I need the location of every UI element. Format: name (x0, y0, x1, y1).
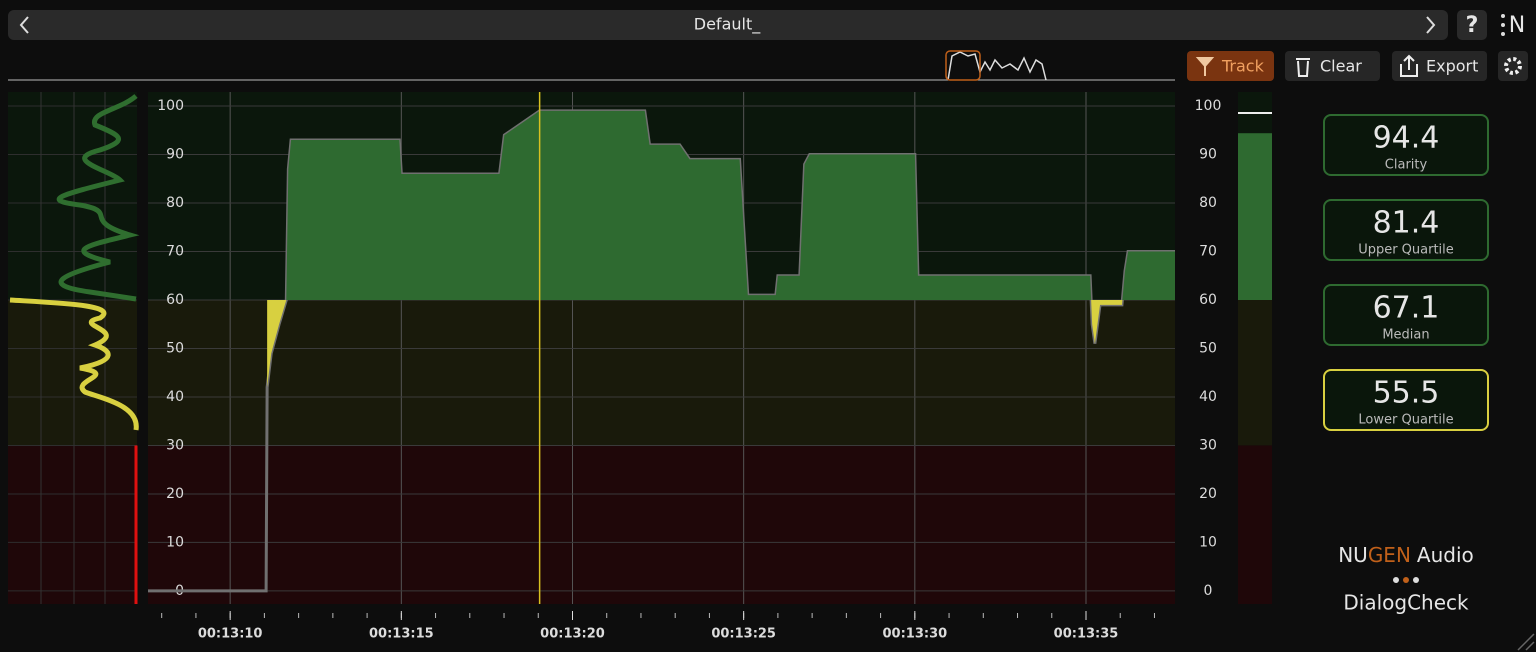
meter-tick-label: 20 (1199, 486, 1217, 502)
overview-window[interactable] (945, 50, 981, 81)
stat-box (1323, 369, 1489, 431)
zone-mid (148, 300, 1175, 446)
preset-bar[interactable] (8, 10, 1448, 40)
logo-dot (1501, 32, 1505, 36)
y-tick-label: 100 (157, 98, 184, 114)
stat-box (1323, 284, 1489, 346)
clear-label: Clear (1320, 57, 1362, 76)
x-tick-label: 00:13:15 (369, 627, 434, 642)
logo[interactable]: N (1509, 13, 1525, 38)
preset-name: Default_ (694, 15, 761, 35)
stat-label: Lower Quartile (1358, 413, 1453, 428)
brand-dot (1393, 577, 1399, 583)
export-label: Export (1426, 57, 1478, 76)
brand-audio: Audio (1417, 543, 1474, 567)
y-tick-label: 80 (166, 195, 184, 211)
x-tick-label: 00:13:20 (540, 627, 605, 642)
brand-nu: NU (1338, 543, 1368, 567)
meter-tick-label: 10 (1199, 534, 1217, 550)
y-tick-label: 20 (166, 486, 184, 502)
meter-tick-label: 40 (1199, 389, 1217, 405)
brand-gen: GEN (1368, 543, 1411, 567)
meter-tick-label: 80 (1199, 195, 1217, 211)
prev-preset[interactable] (19, 16, 29, 34)
help-icon: ? (1466, 13, 1479, 38)
stat-value: 55.5 (1373, 376, 1440, 411)
clarity-meter (1238, 133, 1272, 300)
zone-low (8, 445, 137, 604)
stat-box (1323, 199, 1489, 261)
clarity-area-high (267, 110, 1175, 300)
meter-tick-label: 30 (1199, 437, 1217, 453)
x-tick-label: 00:13:10 (198, 627, 263, 642)
next-preset[interactable] (1426, 16, 1436, 34)
product-name: DialogCheck (1343, 591, 1469, 615)
meter-tick-label: 70 (1199, 244, 1217, 260)
export-button[interactable] (1392, 51, 1487, 81)
y-tick-label: 40 (166, 389, 184, 405)
stat-value: 67.1 (1373, 291, 1440, 326)
stat-label: Upper Quartile (1358, 243, 1454, 258)
zone-low (148, 445, 1175, 604)
y-tick-label: 70 (166, 244, 184, 260)
brand: NUGEN Audio (1338, 543, 1474, 567)
y-tick-label: 30 (166, 437, 184, 453)
brand-dot (1403, 577, 1409, 583)
y-tick-label: 90 (166, 147, 184, 163)
x-tick-label: 00:13:30 (882, 627, 947, 642)
clear-icon (1296, 58, 1310, 77)
y-tick-label: 10 (166, 534, 184, 550)
resize-grip[interactable] (1517, 633, 1535, 651)
track-icon (1195, 57, 1215, 76)
meter-tick-label: 50 (1199, 340, 1217, 356)
help-button[interactable] (1457, 10, 1487, 40)
histogram-green (56, 94, 140, 302)
histogram-yellow (9, 297, 139, 431)
stat-label: Median (1382, 328, 1429, 343)
brand-dot (1413, 577, 1419, 583)
overview-waveform (947, 51, 1047, 81)
stat-label: Clarity (1385, 158, 1428, 173)
meter-tick-label: 100 (1195, 98, 1222, 114)
stat-value: 81.4 (1373, 206, 1440, 241)
zone-mid (8, 300, 137, 446)
zone-low (1238, 445, 1272, 604)
settings-icon (1504, 57, 1522, 75)
logo-dot (1501, 23, 1505, 27)
zone-high (8, 92, 137, 300)
meter-tick-label: 0 (1204, 583, 1213, 599)
x-tick-label: 00:13:35 (1054, 627, 1119, 642)
logo-dot (1501, 14, 1505, 18)
stats-panel: 94.4 Clarity 81.4 Upper Quartile 67.1 Median 5… (1323, 114, 1489, 431)
zone-mid (1238, 300, 1272, 446)
export-icon (1400, 54, 1418, 77)
meter-tick-label: 60 (1199, 292, 1217, 308)
y-tick-label: 60 (166, 292, 184, 308)
stat-box (1323, 114, 1489, 176)
y-tick-label: 50 (166, 340, 184, 356)
stat-value: 94.4 (1373, 121, 1440, 156)
clarity-graph: 00:13:10 00:13:15 00:13:20 00:13:25 00:13:30… (8, 92, 1272, 642)
track-label: Track (1221, 57, 1265, 76)
x-tick-label: 00:13:25 (711, 627, 776, 642)
meter-tick-label: 90 (1199, 147, 1217, 163)
settings-button[interactable] (1498, 51, 1528, 81)
